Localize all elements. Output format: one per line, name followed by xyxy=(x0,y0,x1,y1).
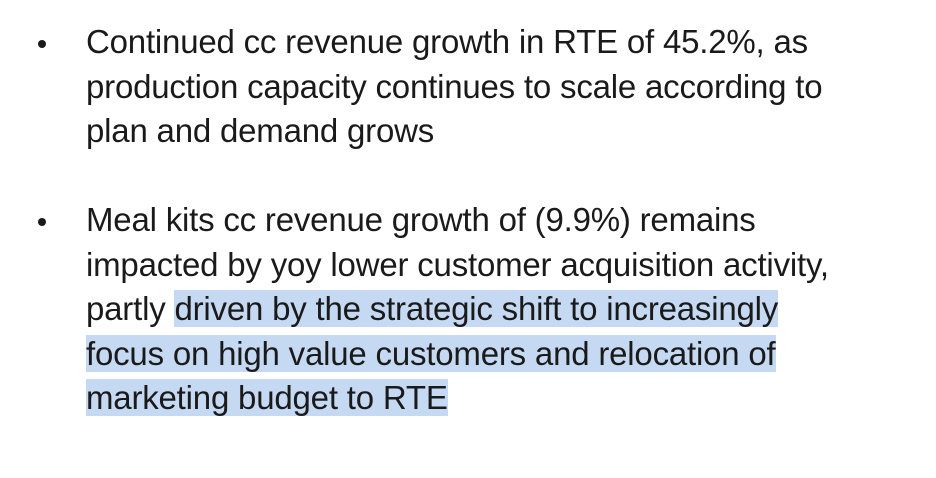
text-line: Continued cc revenue growth in RTE of 45… xyxy=(86,23,808,60)
selected-text-segment: marketing budget to RTE xyxy=(86,379,448,416)
text-line: Meal kits cc revenue growth of (9.9%) re… xyxy=(86,201,756,238)
bullet-text[interactable]: Continued cc revenue growth in RTE of 45… xyxy=(86,20,906,154)
bullet-text[interactable]: Meal kits cc revenue growth of (9.9%) re… xyxy=(86,198,906,421)
text-line: partly driven by the strategic shift to … xyxy=(86,287,906,332)
selected-text-segment: focus on high value customers and reloca… xyxy=(86,334,776,372)
text-line: impacted by yoy lower customer acquisiti… xyxy=(86,245,829,283)
text-line: focus on high value customers and reloca… xyxy=(86,332,906,377)
text-line: production capacity continues to scale a… xyxy=(86,67,823,105)
bullet-dot xyxy=(38,40,46,48)
text-plain-segment: partly xyxy=(86,290,175,327)
text-line: plan and demand grows xyxy=(86,112,435,149)
bullet-dot xyxy=(38,218,46,226)
text-line: marketing budget to RTE xyxy=(86,376,906,421)
selected-text-segment: driven by the strategic shift to increas… xyxy=(174,290,779,327)
